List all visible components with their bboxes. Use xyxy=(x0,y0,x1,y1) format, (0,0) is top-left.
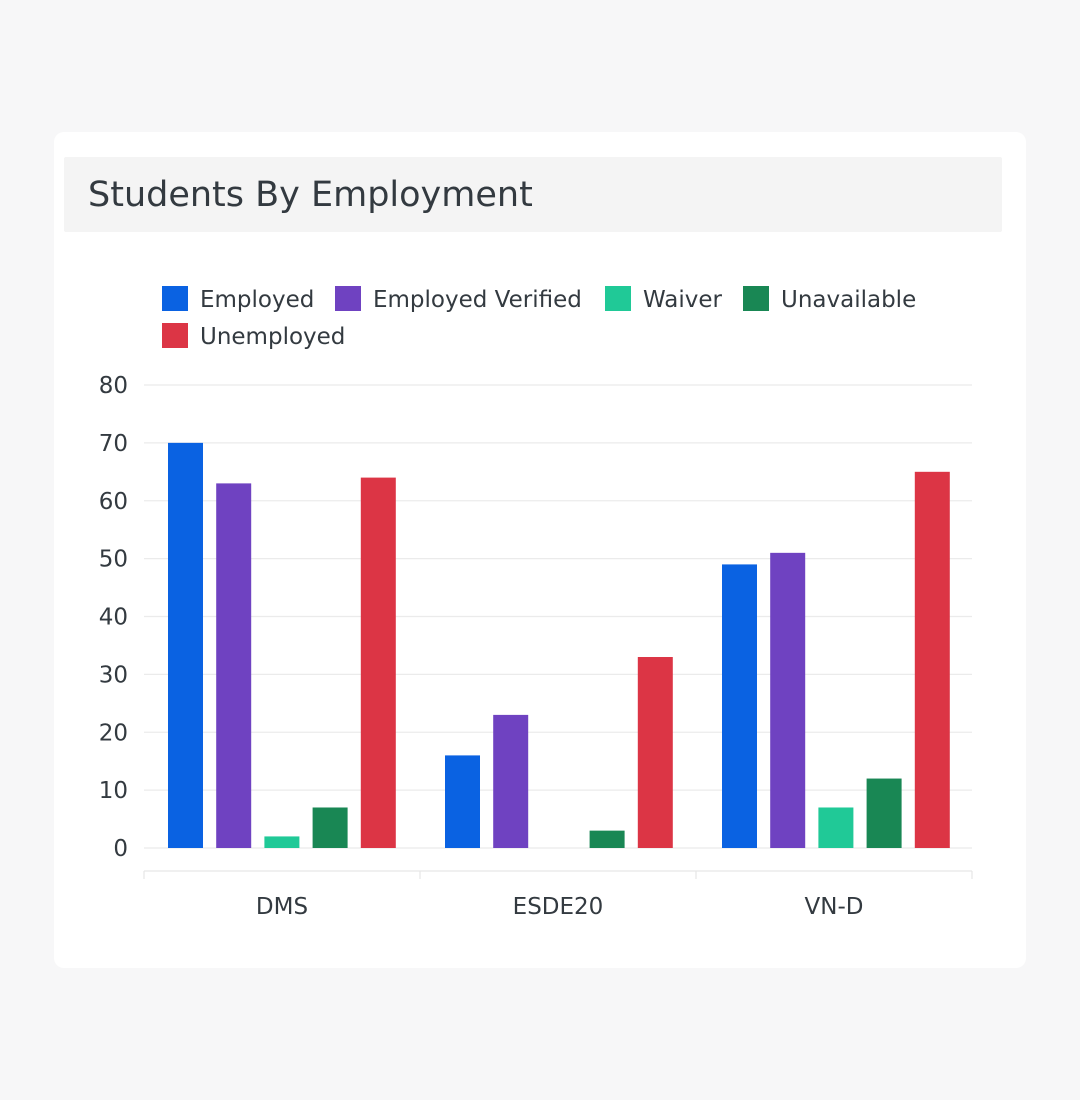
card-header: Students By Employment xyxy=(64,157,1002,232)
bar-vn-d-waiver[interactable] xyxy=(818,807,854,848)
bar-dms-unemployed[interactable] xyxy=(360,477,396,848)
x-category-label-esde20: ESDE20 xyxy=(513,894,604,920)
bar-esde20-unemployed[interactable] xyxy=(637,657,673,848)
bar-vn-d-unemployed[interactable] xyxy=(914,471,950,848)
legend-label-employed: Employed xyxy=(200,287,314,313)
legend-swatch-employed-verified xyxy=(335,286,361,311)
legend-item-employed-verified[interactable]: Employed Verified xyxy=(335,286,582,313)
bar-group-esde20 xyxy=(445,657,673,848)
legend-swatch-waiver xyxy=(605,286,631,311)
y-tick-label-30: 30 xyxy=(99,662,128,688)
bar-dms-employed[interactable] xyxy=(168,442,203,848)
bar-vn-d-employed[interactable] xyxy=(722,564,757,848)
legend-swatch-unavailable xyxy=(743,286,769,311)
legend-label-unavailable: Unavailable xyxy=(781,287,916,313)
bar-group-dms xyxy=(168,442,396,848)
bar-group-vn-d xyxy=(722,471,950,848)
y-tick-label-80: 80 xyxy=(99,373,128,399)
card-title: Students By Employment xyxy=(88,175,533,215)
y-axis: 0 10 20 30 40 50 60 70 80 xyxy=(99,373,128,862)
y-tick-label-10: 10 xyxy=(99,778,128,804)
employment-chart-card: Students By Employment xyxy=(54,132,1026,968)
bar-esde20-unavailable[interactable] xyxy=(589,830,625,848)
x-axis: DMS ESDE20 VN-D xyxy=(143,870,973,920)
bar-esde20-employed[interactable] xyxy=(445,755,480,848)
x-category-label-vn-d: VN-D xyxy=(805,894,864,920)
bar-dms-unavailable[interactable] xyxy=(312,807,348,848)
legend-item-employed[interactable]: Employed xyxy=(162,286,314,313)
y-tick-label-20: 20 xyxy=(99,720,128,746)
legend-item-waiver[interactable]: Waiver xyxy=(605,286,723,313)
legend-swatch-unemployed xyxy=(162,323,188,348)
y-tick-label-60: 60 xyxy=(99,489,128,515)
bar-esde20-employed-verified[interactable] xyxy=(493,714,529,848)
y-tick-label-70: 70 xyxy=(99,431,128,457)
chart-gridlines xyxy=(144,384,972,849)
y-tick-label-40: 40 xyxy=(99,605,128,631)
chart-legend: Employed Employed Verified Waiver Unavailab… xyxy=(162,286,916,350)
legend-label-employed-verified: Employed Verified xyxy=(373,287,582,313)
y-tick-label-50: 50 xyxy=(99,547,128,573)
legend-item-unemployed[interactable]: Unemployed xyxy=(162,323,345,350)
bar-dms-employed-verified[interactable] xyxy=(216,483,252,848)
x-category-label-dms: DMS xyxy=(256,894,308,920)
legend-swatch-employed xyxy=(162,286,188,311)
bar-vn-d-unavailable[interactable] xyxy=(866,778,902,848)
chart-bars xyxy=(168,442,950,848)
bar-dms-waiver[interactable] xyxy=(264,836,300,848)
legend-label-waiver: Waiver xyxy=(643,287,723,313)
bar-vn-d-employed-verified[interactable] xyxy=(770,552,806,848)
legend-label-unemployed: Unemployed xyxy=(200,324,345,350)
y-tick-label-0: 0 xyxy=(113,836,128,862)
legend-item-unavailable[interactable]: Unavailable xyxy=(743,286,916,313)
